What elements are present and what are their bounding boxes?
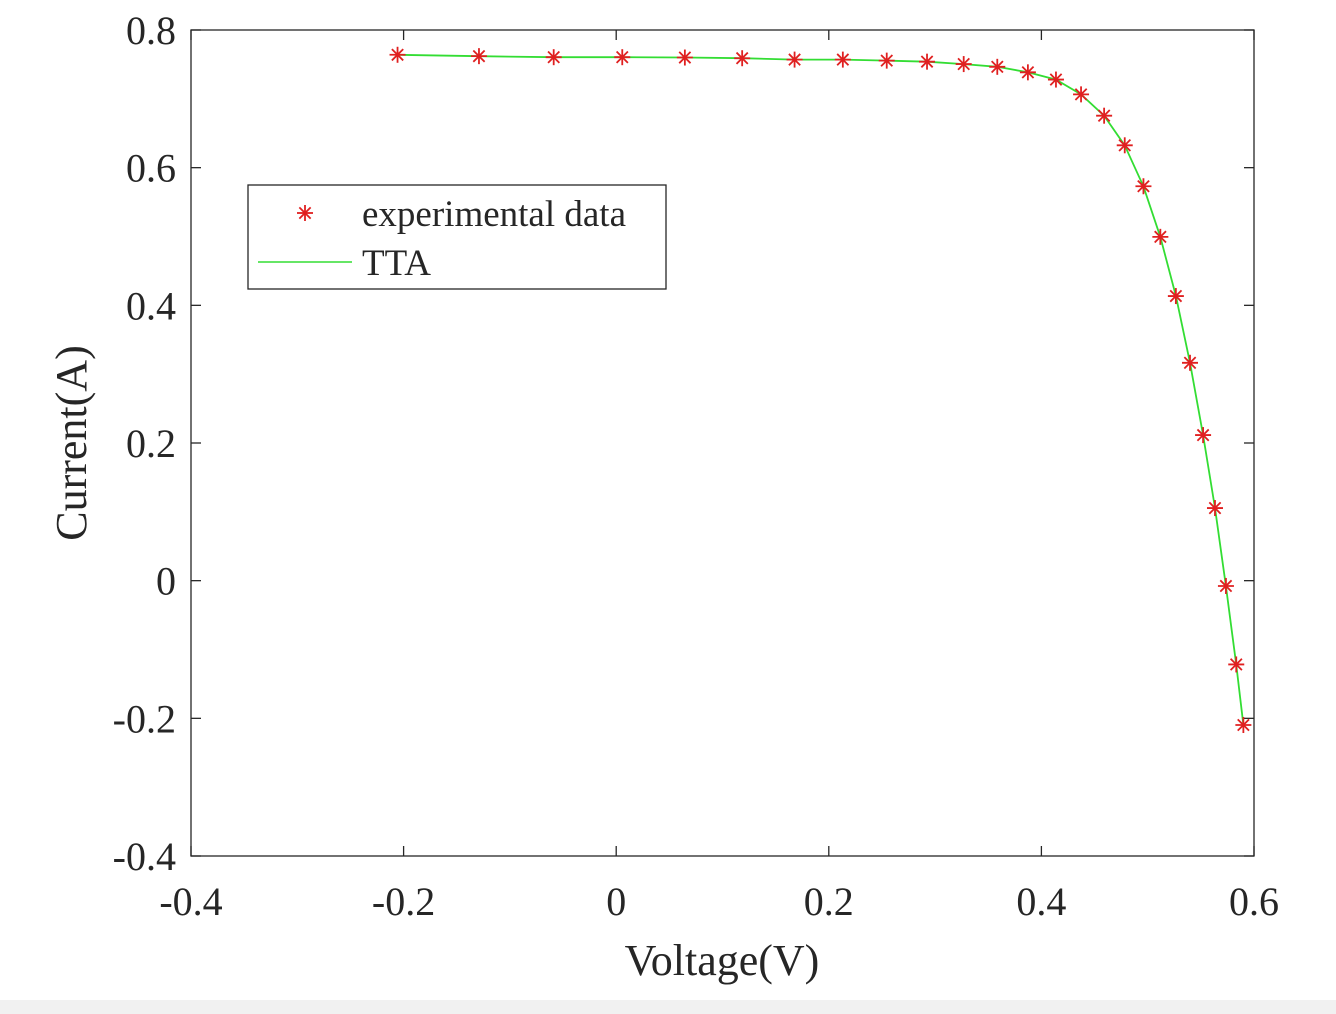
legend-marker-experimental-data [297,205,313,221]
experimental-data-point-23 [1217,577,1234,594]
experimental-data-point-12 [1019,64,1036,81]
experimental-data-point-5 [734,50,751,67]
y-axis-ticks: -0.4 -0.2 0 0.2 0.4 0.6 0.8 [113,8,1254,879]
experimental-data-point-17 [1135,178,1152,195]
experimental-data-point-7 [834,51,851,68]
bottom-border-strip [0,1000,1336,1014]
legend-label-tta: TTA [362,243,431,284]
experimental-data-point-8 [878,52,895,69]
experimental-data-point-25 [1235,717,1252,734]
experimental-data-point-9 [919,53,936,70]
y-tick-label-0: -0.4 [113,834,176,879]
x-tick-label-1: -0.2 [372,879,435,924]
experimental-data-point-18 [1152,228,1169,245]
tta-curve [397,53,1245,726]
x-tick-label-2: 0 [606,879,626,924]
experimental-data-point-10 [955,56,972,73]
y-tick-label-3: 0.2 [126,421,176,466]
x-tick-label-0: -0.4 [159,879,222,924]
legend-asterisk [297,205,313,221]
x-tick-label-3: 0.2 [804,879,854,924]
y-tick-label-2: 0 [156,559,176,604]
y-tick-label-6: 0.8 [126,8,176,53]
experimental-data-point-24 [1228,656,1245,673]
experimental-data-point-13 [1047,71,1064,88]
experimental-data-point-4 [676,49,693,66]
legend-label-experimental-data: experimental data [362,194,626,235]
experimental-data-point-1 [470,48,487,65]
x-tick-label-5: 0.6 [1229,879,1279,924]
experimental-data-point-6 [786,51,803,68]
y-tick-label-5: 0.6 [126,146,176,191]
tta-series [397,53,1245,726]
plot-area [190,29,1255,857]
experimental-data-point-22 [1206,500,1223,517]
x-axis-ticks: -0.4 -0.2 0 0.2 0.4 0.6 [159,30,1279,924]
legend: experimental data TTA [247,184,667,290]
y-axis-label: Current(A) [47,345,96,541]
experimental-data-point-19 [1167,288,1184,305]
y-tick-label-1: -0.2 [113,696,176,741]
x-tick-label-4: 0.4 [1016,879,1066,924]
experimental-data-point-20 [1182,354,1199,371]
experimental-data-point-14 [1073,86,1090,103]
experimental-data-point-21 [1195,427,1212,444]
experimental-data-series [389,46,1252,734]
legend-box [247,184,667,290]
experimental-data-point-0 [389,46,406,63]
experimental-data-point-15 [1096,107,1113,124]
experimental-data-point-2 [545,49,562,66]
experimental-data-point-16 [1116,137,1133,154]
y-tick-label-4: 0.4 [126,283,176,328]
x-axis-label: Voltage(V) [625,936,820,985]
experimental-data-point-11 [989,58,1006,75]
experimental-data-point-3 [614,49,631,66]
